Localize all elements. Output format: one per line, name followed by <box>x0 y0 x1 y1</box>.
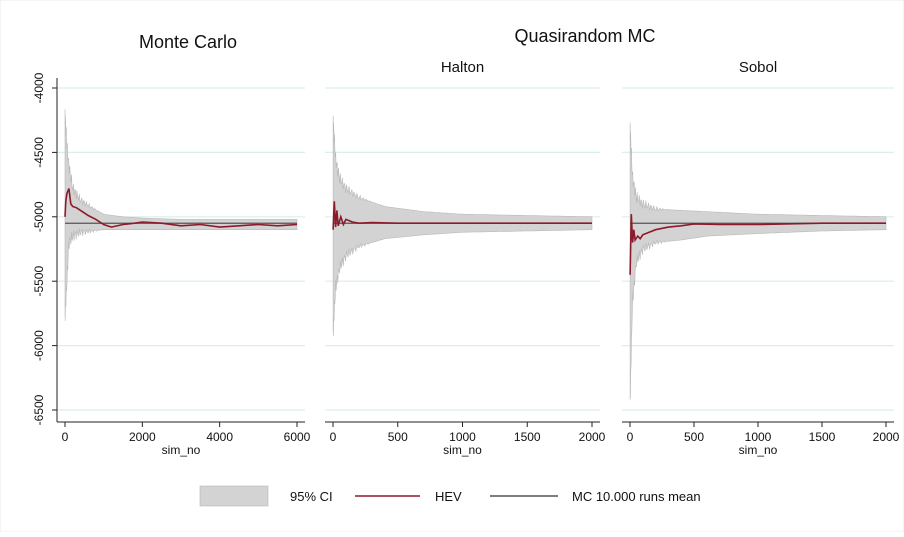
x-tick-label: 2000 <box>129 430 156 444</box>
y-tick-label: -5000 <box>32 201 46 232</box>
x-tick-label: 4000 <box>206 430 233 444</box>
x-tick-label: 0 <box>62 430 69 444</box>
x-tick-label: 2000 <box>579 430 606 444</box>
x-axis-label: sim_no <box>739 443 778 457</box>
x-tick-label: 2000 <box>873 430 900 444</box>
legend-label: HEV <box>435 489 462 504</box>
panel-monte-carlo: -4000 -4500 -5000 -5500 -6000 -6500 0 2000 4000 6… <box>32 72 311 457</box>
x-tick-label: 1500 <box>809 430 836 444</box>
legend: 95% CI HEV MC 10.000 runs mean <box>199 485 701 507</box>
x-tick-label: 0 <box>330 430 337 444</box>
x-axis-label: sim_no <box>162 443 201 457</box>
monte-carlo-title: Monte Carlo <box>139 32 237 52</box>
y-tick-label: -6500 <box>32 394 46 425</box>
x-tick-label: 0 <box>627 430 634 444</box>
panel-halton: Halton 0 500 1000 1500 2000 sim_no <box>325 59 606 457</box>
x-tick-label: 1500 <box>514 430 541 444</box>
hev-line <box>332 201 592 230</box>
x-tick-label: 1000 <box>449 430 476 444</box>
legend-label: MC 10.000 runs mean <box>572 489 701 504</box>
y-tick-label: -6000 <box>32 330 46 361</box>
x-tick-label: 500 <box>388 430 408 444</box>
hev-line <box>629 214 886 275</box>
y-tick-label: -4500 <box>32 137 46 168</box>
panel-subtitle: Sobol <box>739 59 777 76</box>
y-tick-label: -4000 <box>32 72 46 103</box>
y-tick-label: -5500 <box>32 266 46 297</box>
x-tick-label: 500 <box>684 430 704 444</box>
legend-swatch-ci <box>199 485 269 507</box>
ci-band <box>332 115 593 337</box>
x-axis-label: sim_no <box>443 443 482 457</box>
group-title: Quasirandom MC <box>514 26 655 46</box>
ci-band <box>64 109 298 321</box>
x-tick-label: 1000 <box>745 430 772 444</box>
x-tick-label: 6000 <box>284 430 311 444</box>
panel-subtitle: Halton <box>441 59 484 76</box>
legend-label: 95% CI <box>290 489 333 504</box>
panels: -4000 -4500 -5000 -5500 -6000 -6500 0 2000 4000 6… <box>32 59 900 457</box>
hev-line <box>64 188 298 228</box>
panel-sobol: Sobol 0 500 1000 1500 2000 sim_no <box>622 59 900 457</box>
ci-band <box>629 122 887 400</box>
